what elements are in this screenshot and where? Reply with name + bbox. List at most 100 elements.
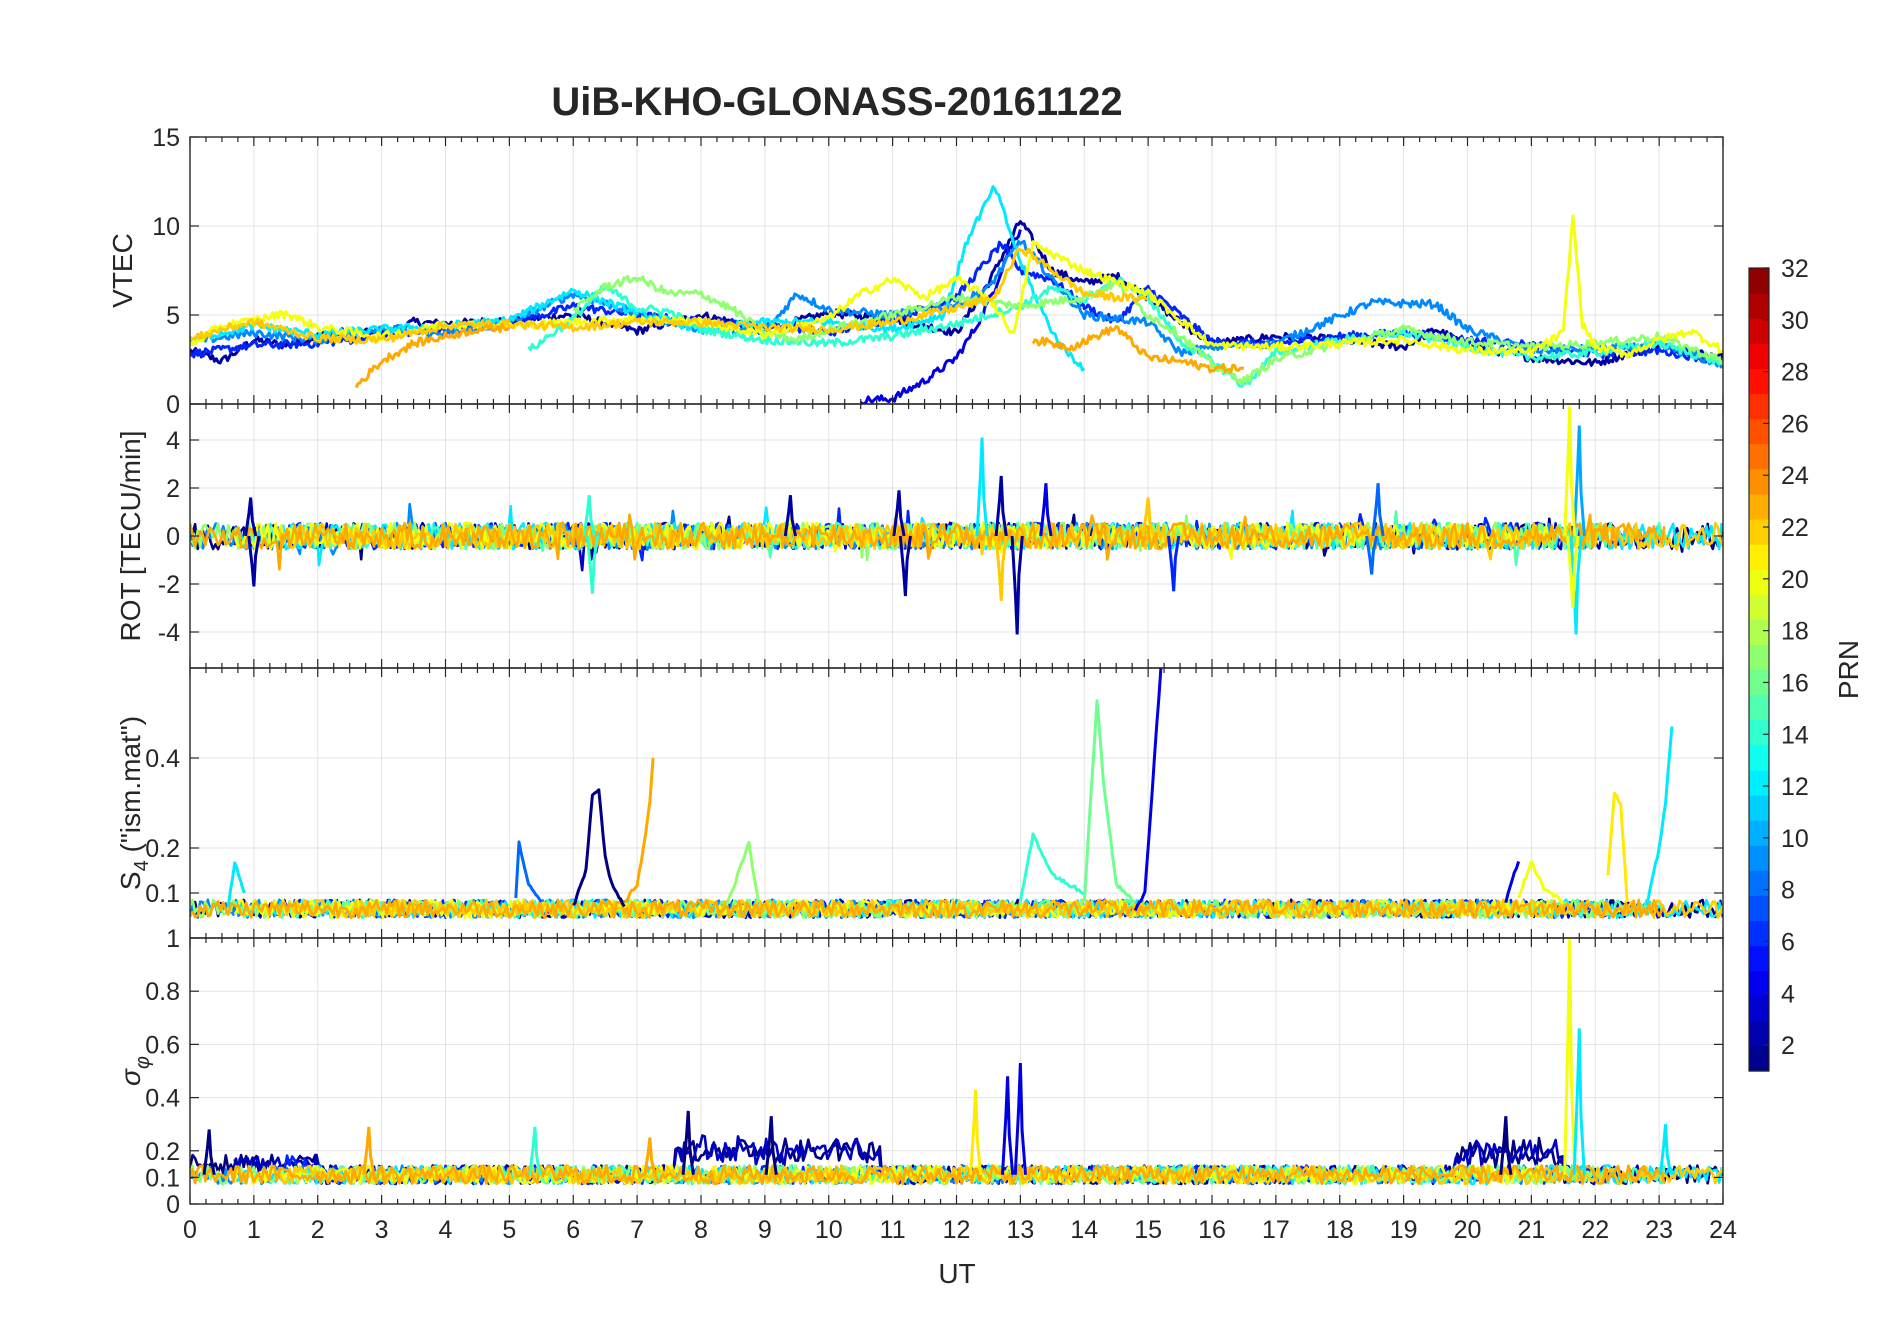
y-tick-label: 0.6 [145, 1031, 180, 1059]
y-tick-label: 0 [166, 391, 180, 419]
colorbar-swatch [1749, 769, 1769, 796]
colorbar-tick-label: 18 [1781, 618, 1809, 646]
y-tick-label: 0.8 [145, 978, 180, 1006]
series-line-prn-23 [190, 898, 1666, 920]
colorbar-swatch [1749, 820, 1769, 846]
x-tick-label: 11 [880, 1216, 906, 1244]
colorbar-swatch [1749, 644, 1769, 671]
x-tick-label: 23 [1645, 1216, 1673, 1244]
colorbar-swatch [1749, 418, 1769, 445]
x-axis-label: UT [938, 1258, 975, 1289]
y-tick-label: 0 [166, 523, 180, 551]
colorbar-swatch [1749, 569, 1769, 595]
y-tick-label: 15 [152, 124, 180, 152]
colorbar-swatch [1749, 268, 1769, 294]
colorbar-swatch [1749, 870, 1769, 896]
y-tick-label: 0 [166, 1191, 180, 1219]
x-tick-label: 21 [1517, 1216, 1545, 1244]
colorbar-swatch [1749, 995, 1769, 1022]
spike-prn-8 [1365, 535, 1379, 575]
spike-prn-20 [1563, 406, 1577, 537]
y-tick-label: 0.1 [145, 880, 180, 908]
x-tick-label: 8 [694, 1216, 708, 1244]
colorbar-tick-label: 28 [1781, 359, 1809, 387]
x-tick-label: 14 [1070, 1216, 1098, 1244]
colorbar-swatch [1749, 368, 1769, 395]
x-tick-label: 22 [1581, 1216, 1609, 1244]
colorbar-tick-label: 32 [1781, 255, 1809, 283]
series-line-prn-12 [226, 861, 246, 907]
x-tick-label: 19 [1390, 1216, 1418, 1244]
x-tick-label: 1 [247, 1216, 261, 1244]
spike-prn-12 [1572, 1028, 1586, 1175]
spike-prn-22 [1141, 497, 1155, 537]
x-tick-label: 10 [815, 1216, 843, 1244]
y-tick-label: 0.1 [145, 1164, 180, 1192]
x-tick-label: 5 [502, 1216, 516, 1244]
spike-prn-2 [892, 490, 906, 537]
colorbar-swatch [1749, 619, 1769, 646]
x-tick-label: 20 [1454, 1216, 1482, 1244]
colorbar-tick-label: 4 [1781, 980, 1795, 1008]
series-line-prn-23 [1031, 325, 1245, 374]
spike-prn-2 [898, 535, 912, 597]
y-axis-label: ROT [TECU/min] [115, 430, 146, 641]
series-line-prn-23 [190, 513, 1666, 571]
spike-prn-8 [1371, 483, 1385, 537]
colorbar-swatch [1749, 1045, 1769, 1072]
spike-prn-23 [362, 1126, 376, 1176]
colorbar-tick-label: 30 [1781, 307, 1809, 335]
y-tick-label: 1 [166, 925, 180, 953]
y-tick-label: 0.2 [145, 835, 180, 863]
colorbar-tick-label: 16 [1781, 669, 1809, 697]
colorbar-swatch [1749, 493, 1769, 520]
colorbar-tick-label: 10 [1781, 825, 1809, 853]
colorbar-tick-label: 24 [1781, 462, 1809, 490]
series-line-prn-14 [1018, 832, 1085, 902]
x-tick-label: 13 [1006, 1216, 1034, 1244]
colorbar-tick-label: 26 [1781, 410, 1809, 438]
plot-area [190, 185, 1723, 404]
series-line-prn-4 [1504, 861, 1521, 904]
series-line-prn-16 [1082, 699, 1137, 904]
spike-prn-10 [1572, 425, 1586, 537]
y-tick-label: -2 [158, 571, 180, 599]
spike-prn-4 [1039, 483, 1053, 537]
spike-prn-23 [643, 1137, 657, 1176]
x-tick-label: 3 [375, 1216, 389, 1244]
grid [189, 404, 1724, 668]
series-line-prn-17 [725, 840, 760, 906]
series-line-prn-8 [514, 840, 543, 903]
series-line-prn-23 [623, 757, 655, 904]
spike-prn-12 [975, 437, 989, 537]
spike-prn-12 [1658, 1124, 1673, 1175]
colorbar-swatch [1749, 393, 1769, 420]
plot-area [190, 406, 1723, 635]
series-line-prn-23 [354, 322, 511, 389]
series-line-prn-1 [572, 788, 626, 908]
colorbar-label: PRN [1833, 640, 1864, 699]
x-tick-label: 16 [1198, 1216, 1226, 1244]
spike-prn-4 [1013, 1062, 1027, 1175]
series-line-prn-20 [1517, 860, 1564, 904]
x-tick-label: 4 [439, 1216, 453, 1244]
spike-prn-2 [783, 495, 798, 537]
spike-prn-21 [969, 1089, 983, 1175]
colorbar-tick-label: 6 [1781, 928, 1795, 956]
y-tick-label: 5 [166, 302, 180, 330]
colorbar-swatch [1749, 945, 1769, 972]
colorbar-swatch [1749, 544, 1769, 570]
spike-prn-1 [202, 1129, 216, 1176]
spike-prn-14 [585, 535, 600, 594]
colorbar-swatch [1749, 443, 1769, 470]
y-tick-label: 10 [152, 213, 180, 241]
colorbar-swatch [1749, 719, 1769, 746]
colorbar-swatch [1749, 1020, 1769, 1047]
colorbar-swatch [1749, 293, 1769, 319]
colorbar-swatch [1749, 518, 1769, 545]
series-line-prn-22 [190, 247, 1149, 345]
series-line-prn-4 [1133, 668, 1163, 911]
spike-prn-14 [528, 1126, 542, 1176]
